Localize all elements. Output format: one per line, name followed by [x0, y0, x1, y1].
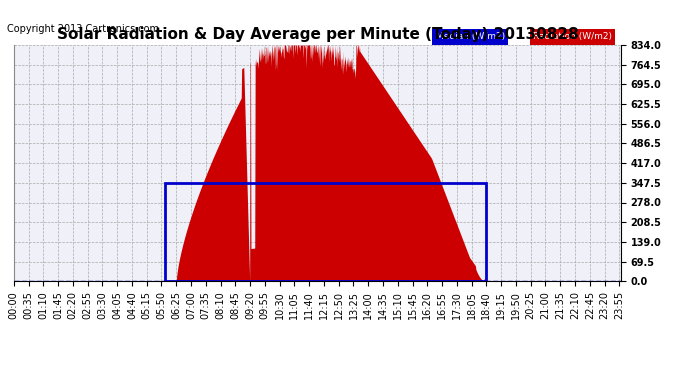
Text: Copyright 2013 Cartronics.com: Copyright 2013 Cartronics.com: [7, 24, 159, 34]
Text: Radiation (W/m2): Radiation (W/m2): [533, 32, 612, 41]
Text: Median (W/m2): Median (W/m2): [436, 32, 505, 41]
Bar: [165, 183, 486, 281]
Title: Solar Radiation & Day Average per Minute (Today) 20130828: Solar Radiation & Day Average per Minute…: [57, 27, 578, 42]
